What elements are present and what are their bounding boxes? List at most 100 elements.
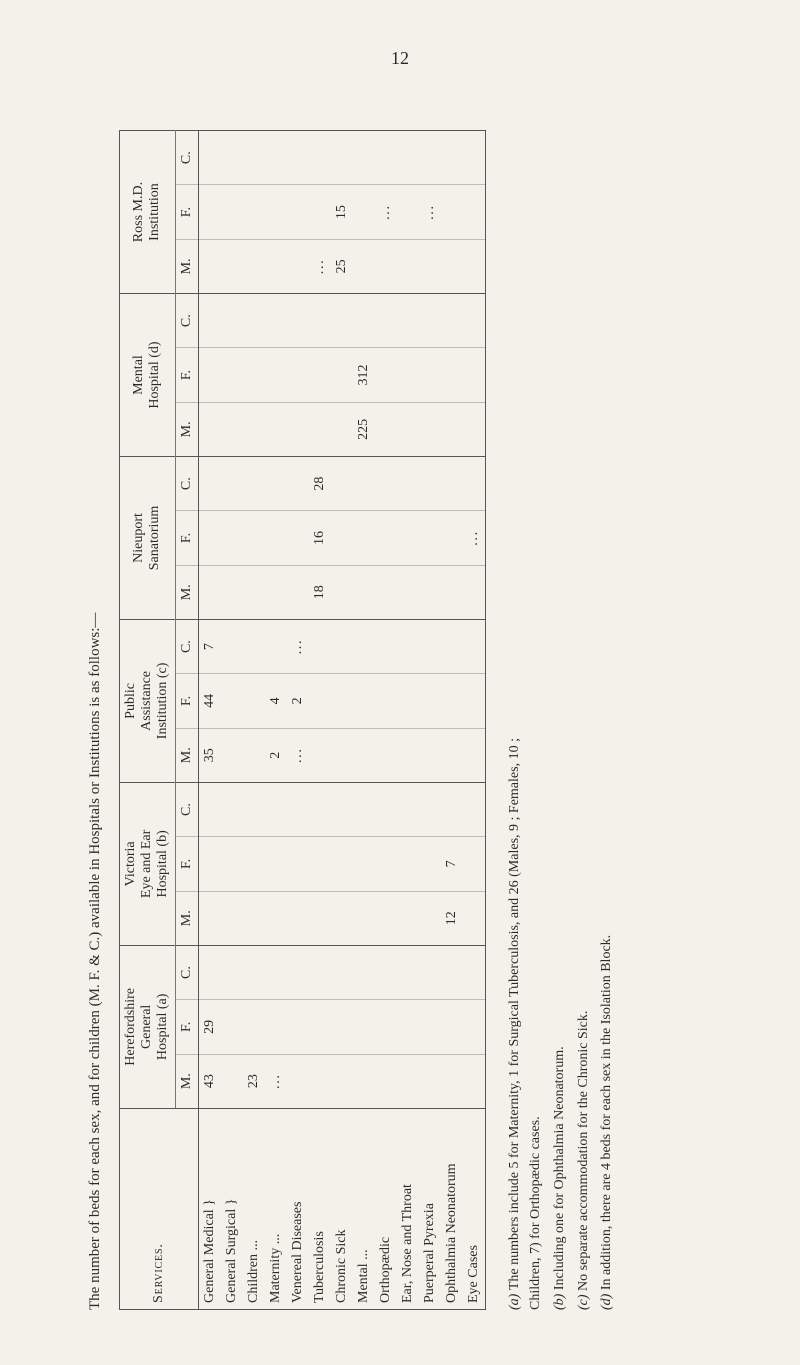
cell-value [441, 294, 463, 348]
cell-value [243, 294, 265, 348]
cell-value [419, 294, 441, 348]
cell-value [397, 1054, 419, 1108]
footnote: (a) The numbers include 5 for Maternity,… [504, 115, 547, 1310]
cell-value [353, 511, 375, 565]
cell-value [419, 782, 441, 836]
cell-value [463, 674, 486, 728]
sub-column-header: M. [175, 565, 198, 619]
cell-value [441, 402, 463, 456]
cell-value [221, 402, 243, 456]
cell-value [419, 674, 441, 728]
cell-value [331, 511, 353, 565]
cell-value [397, 294, 419, 348]
column-group-header: Ross M.D.Institution [120, 131, 175, 294]
cell-value [198, 294, 221, 348]
sub-column-header: C. [175, 131, 198, 185]
cell-value [331, 348, 353, 402]
cell-value [353, 565, 375, 619]
service-row-label: Ear, Nose and Throat [397, 1108, 419, 1309]
cell-value [375, 239, 397, 293]
cell-value [375, 945, 397, 999]
cell-value [309, 837, 331, 891]
cell-value [309, 402, 331, 456]
cell-value [265, 131, 287, 185]
sub-column-header: M. [175, 728, 198, 782]
cell-value: ... [419, 185, 441, 239]
cell-value [375, 511, 397, 565]
service-row-label: General Medical } [198, 1108, 221, 1309]
cell-value [287, 1054, 309, 1108]
column-group-header: PublicAssistanceInstitution (c) [120, 619, 175, 782]
cell-value [463, 837, 486, 891]
footnote-label: (a) [507, 1290, 522, 1310]
service-row-label: Ophthalmia Neonatorum [441, 1108, 463, 1309]
cell-value [331, 674, 353, 728]
page-number: 12 [0, 48, 800, 69]
cell-value [397, 131, 419, 185]
cell-value: 43 [198, 1054, 221, 1108]
cell-value [463, 945, 486, 999]
cell-value [221, 348, 243, 402]
cell-value [243, 782, 265, 836]
cell-value [375, 1000, 397, 1054]
cell-value: 7 [198, 619, 221, 673]
sub-column-header: C. [175, 782, 198, 836]
cell-value [309, 1054, 331, 1108]
cell-value [198, 565, 221, 619]
cell-value [419, 728, 441, 782]
cell-value [243, 728, 265, 782]
cell-value [287, 511, 309, 565]
cell-value [419, 1054, 441, 1108]
cell-value [441, 674, 463, 728]
cell-value [331, 565, 353, 619]
cell-value [287, 131, 309, 185]
cell-value: 2 [265, 728, 287, 782]
cell-value [265, 945, 287, 999]
cell-value [441, 619, 463, 673]
cell-value [221, 782, 243, 836]
cell-value [463, 131, 486, 185]
cell-value: 29 [198, 1000, 221, 1054]
cell-value [309, 348, 331, 402]
cell-value [353, 1054, 375, 1108]
cell-value [463, 185, 486, 239]
cell-value [353, 1000, 375, 1054]
cell-value: ... [375, 185, 397, 239]
cell-value [441, 945, 463, 999]
cell-value [265, 891, 287, 945]
cell-value [375, 131, 397, 185]
cell-value: 12 [441, 891, 463, 945]
sub-column-header: M. [175, 239, 198, 293]
cell-value [265, 348, 287, 402]
cell-value [287, 782, 309, 836]
cell-value [265, 782, 287, 836]
cell-value [419, 891, 441, 945]
cell-value [265, 511, 287, 565]
sub-column-header: M. [175, 1054, 198, 1108]
cell-value [419, 565, 441, 619]
table-caption: The number of beds for each sex, and for… [85, 115, 105, 1310]
sub-column-header: C. [175, 619, 198, 673]
footnote: (d) In addition, there are 4 beds for ea… [596, 115, 618, 1310]
cell-value [353, 131, 375, 185]
footnote-label: (c) [576, 1291, 591, 1310]
cell-value [353, 619, 375, 673]
cell-value [287, 402, 309, 456]
cell-value [441, 185, 463, 239]
cell-value [353, 891, 375, 945]
cell-value [309, 674, 331, 728]
cell-value [198, 131, 221, 185]
cell-value [397, 402, 419, 456]
cell-value [331, 728, 353, 782]
footnote-label: (d) [599, 1290, 614, 1310]
cell-value [265, 185, 287, 239]
cell-value [221, 945, 243, 999]
sub-column-header: F. [175, 185, 198, 239]
cell-value [353, 782, 375, 836]
footnote: (b) Including one for Ophthalmia Neonato… [549, 115, 571, 1310]
cell-value [463, 782, 486, 836]
cell-value [397, 565, 419, 619]
cell-value [397, 457, 419, 511]
cell-value [463, 457, 486, 511]
cell-value [265, 402, 287, 456]
